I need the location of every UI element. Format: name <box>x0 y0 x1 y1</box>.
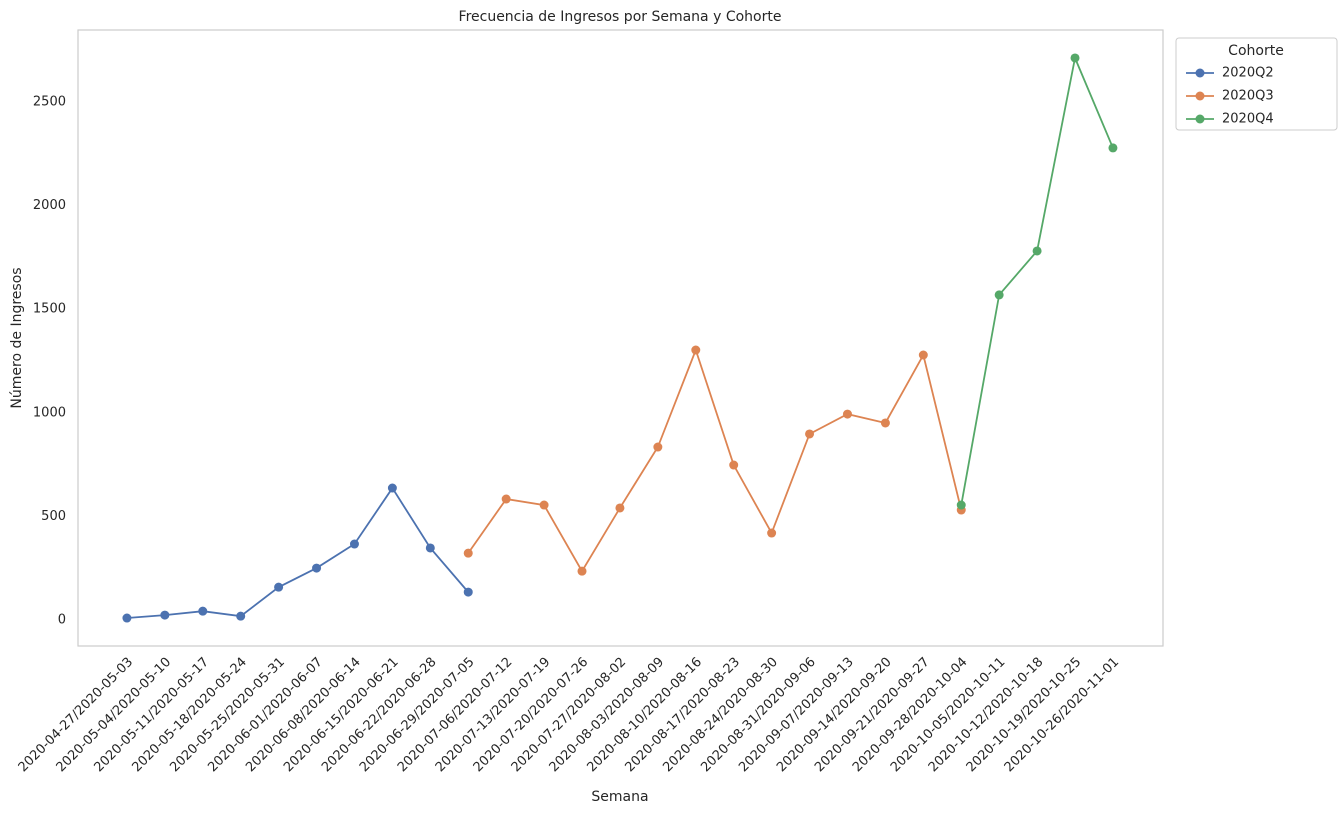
point <box>653 442 663 452</box>
legend-marker <box>1195 114 1205 124</box>
point <box>767 528 777 538</box>
point <box>274 582 284 592</box>
chart-title: Frecuencia de Ingresos por Semana y Coho… <box>459 9 782 25</box>
point <box>425 543 435 553</box>
point <box>1108 143 1118 153</box>
point <box>349 539 359 549</box>
point <box>880 418 890 428</box>
point <box>122 613 132 623</box>
y-axis-label: Número de Ingresos <box>9 267 25 408</box>
legend-marker <box>1195 68 1205 78</box>
point <box>198 606 208 616</box>
point <box>160 610 170 620</box>
point <box>539 500 549 510</box>
point <box>956 500 966 510</box>
point <box>994 290 1004 300</box>
y-tick-label: 2500 <box>33 94 66 109</box>
y-tick-label: 2000 <box>33 198 66 213</box>
plot-frame <box>77 29 1164 647</box>
legend-title: Cohorte <box>1228 43 1284 59</box>
point <box>729 460 739 470</box>
point <box>615 503 625 513</box>
point <box>463 587 473 597</box>
x-axis-label: Semana <box>591 789 648 805</box>
legend-label: 2020Q4 <box>1222 112 1274 127</box>
point <box>236 611 246 621</box>
point <box>1032 246 1042 256</box>
point <box>463 548 473 558</box>
legend-box <box>1175 37 1338 131</box>
y-tick-label: 500 <box>41 509 66 524</box>
point <box>577 566 587 576</box>
legend-label: 2020Q3 <box>1222 89 1274 104</box>
point <box>1070 53 1080 63</box>
series-line <box>126 486 469 619</box>
point <box>312 563 322 573</box>
point <box>842 409 852 419</box>
y-tick-label: 1000 <box>33 405 66 420</box>
series-line <box>467 347 963 573</box>
point <box>691 345 701 355</box>
y-tick-label: 0 <box>58 613 66 628</box>
point <box>805 429 815 439</box>
legend-marker <box>1195 91 1205 101</box>
point <box>501 494 511 504</box>
point <box>387 483 397 493</box>
y-tick-label: 1500 <box>33 302 66 317</box>
point <box>918 350 928 360</box>
legend-label: 2020Q2 <box>1222 66 1274 81</box>
